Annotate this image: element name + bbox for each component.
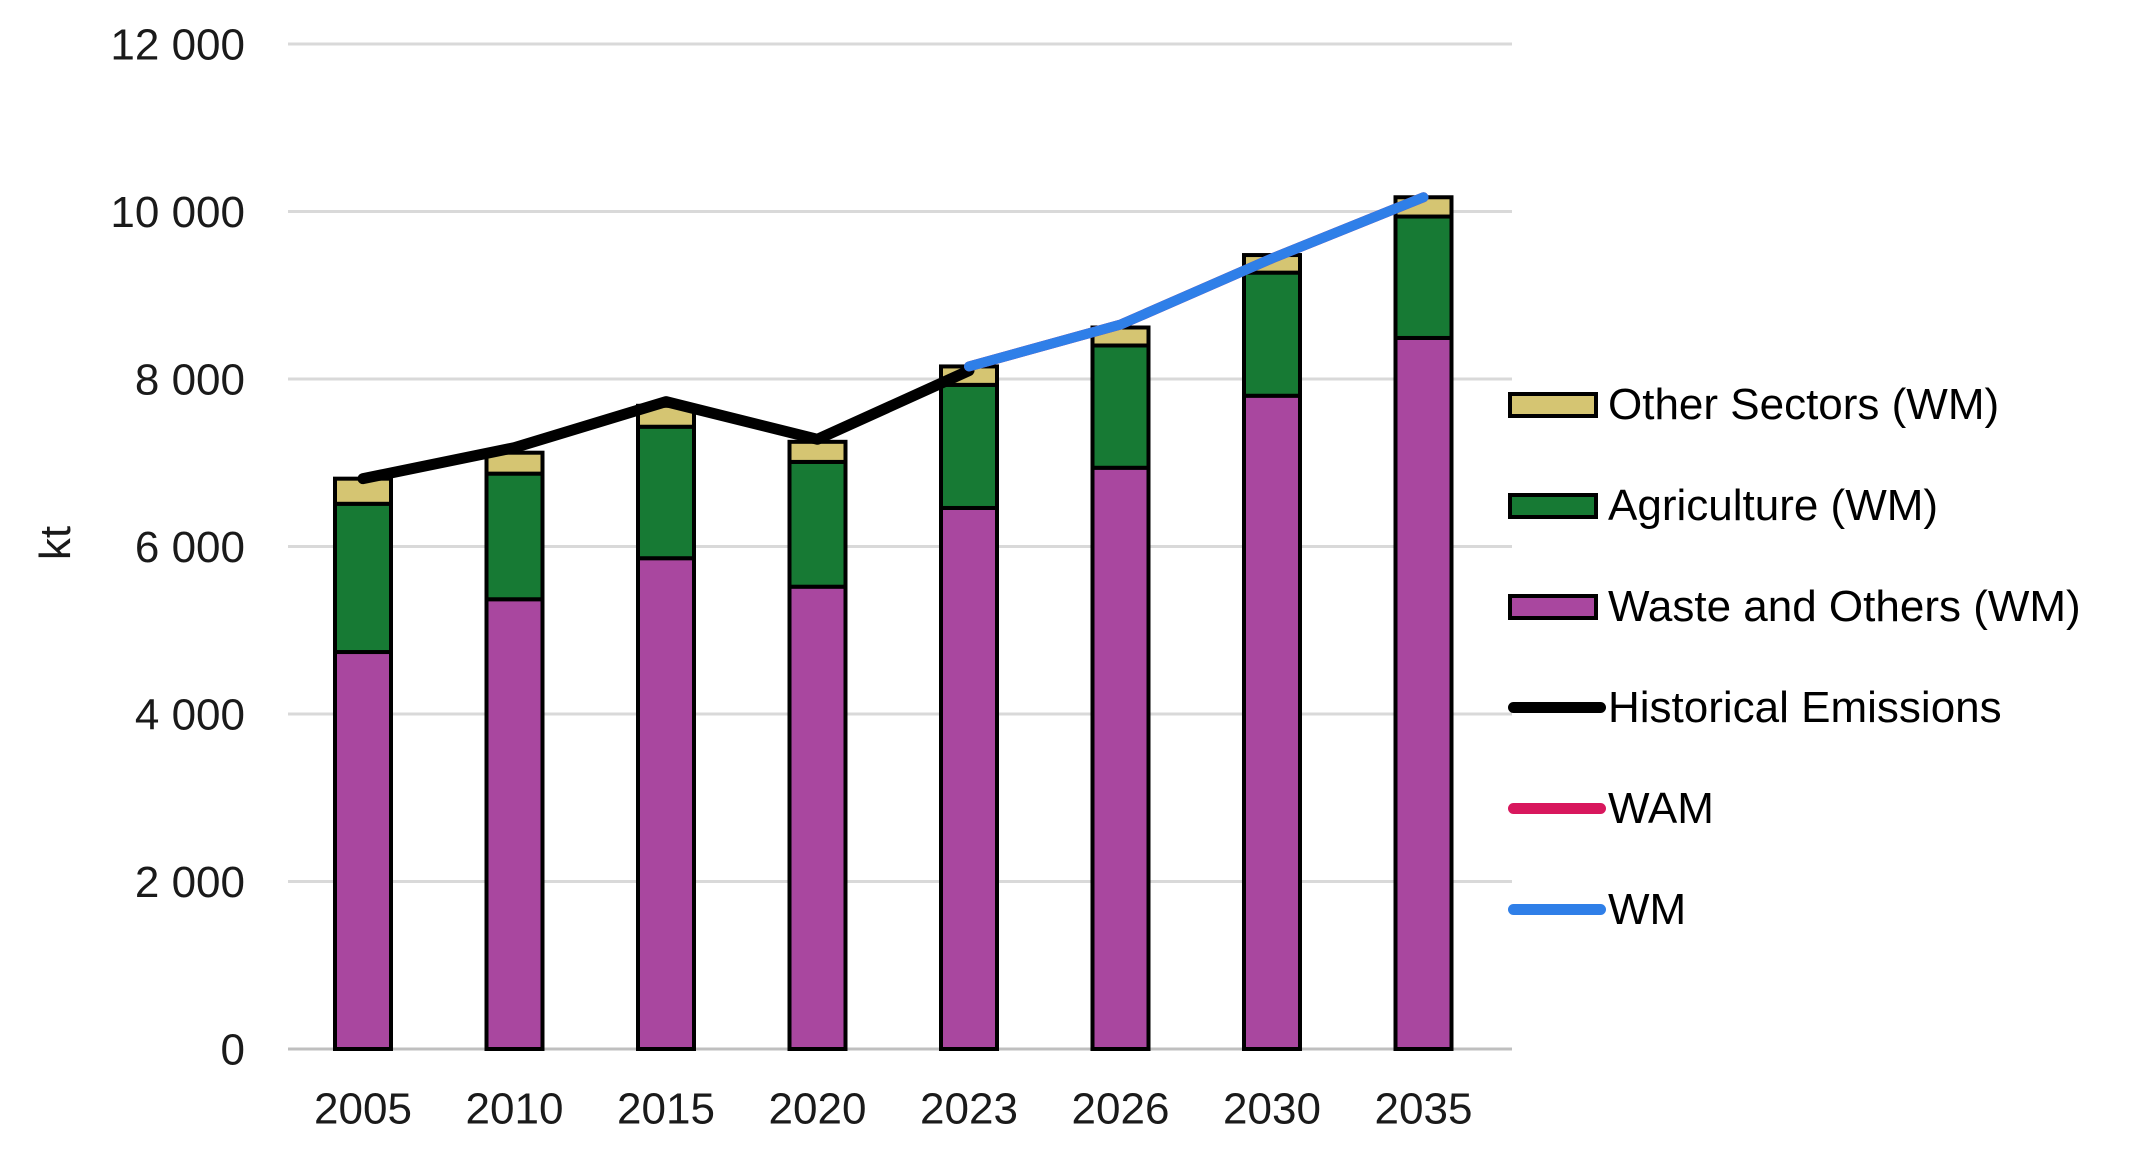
legend-label: WM xyxy=(1608,884,1687,934)
y-tick-label: 6 000 xyxy=(135,523,245,572)
y-tick-label: 4 000 xyxy=(135,690,245,739)
bar-segment xyxy=(1090,465,1151,1051)
bar-segment xyxy=(484,597,545,1051)
other-sectors-swatch-icon xyxy=(1508,391,1598,418)
bar-segment xyxy=(1242,270,1302,398)
series-line-wm xyxy=(964,192,1429,372)
legend-label: WAM xyxy=(1608,783,1714,833)
y-axis-tick-labels: 0 2 000 4 000 6 000 8 000 10 000 12 000 xyxy=(110,20,245,1074)
series-line-historical-emissions xyxy=(357,365,975,485)
bar-segment xyxy=(939,505,999,1052)
y-tick-label: 0 xyxy=(221,1025,245,1074)
bar-stack-2020 xyxy=(787,439,848,1051)
y-tick-label: 2 000 xyxy=(135,858,245,907)
bar-segment xyxy=(787,439,848,464)
legend-item-historical-emissions: Historical Emissions xyxy=(1508,657,2081,758)
bar-segment xyxy=(939,382,999,510)
y-tick-label: 10 000 xyxy=(110,188,245,237)
legend-label: Waste and Others (WM) xyxy=(1608,581,2081,631)
bar-stack-2023 xyxy=(939,364,999,1052)
legend-label: Other Sectors (WM) xyxy=(1608,379,2000,429)
x-tick-label: 2026 xyxy=(1072,1084,1170,1133)
bar-stack-2010 xyxy=(484,450,545,1051)
bar-segment xyxy=(1393,214,1454,340)
y-tick-label: 12 000 xyxy=(110,20,245,69)
bars-group xyxy=(333,195,1454,1052)
bar-segment xyxy=(787,584,848,1051)
bar-segment xyxy=(484,471,545,602)
bar-stack-2035 xyxy=(1393,195,1454,1051)
y-tick-label: 8 000 xyxy=(135,355,245,404)
x-tick-label: 2020 xyxy=(769,1084,867,1133)
bar-segment xyxy=(636,424,696,561)
legend-item-wm: WM xyxy=(1508,859,2081,960)
historical-emissions-line-icon xyxy=(1508,702,1606,713)
bar-segment xyxy=(1393,335,1454,1051)
bar-stack-2026 xyxy=(1090,325,1151,1051)
x-tick-label: 2023 xyxy=(920,1084,1018,1133)
bar-segment xyxy=(1242,393,1302,1051)
x-tick-label: 2015 xyxy=(617,1084,715,1133)
legend-item-other-sectors: Other Sectors (WM) xyxy=(1508,354,2081,455)
waste-and-others-swatch-icon xyxy=(1508,593,1598,620)
bar-segment xyxy=(787,459,848,589)
y-axis-title: kt xyxy=(31,526,80,560)
gridlines-group xyxy=(288,42,1512,1051)
x-tick-label: 2010 xyxy=(466,1084,564,1133)
lines-group xyxy=(357,192,1429,485)
bar-stack-2005 xyxy=(333,476,393,1052)
bar-segment xyxy=(333,650,393,1052)
x-tick-label: 2035 xyxy=(1375,1084,1473,1133)
legend-label: Historical Emissions xyxy=(1608,682,2002,732)
x-tick-label: 2005 xyxy=(314,1084,412,1133)
legend-label: Agriculture (WM) xyxy=(1608,480,1939,530)
wam-line-icon xyxy=(1508,803,1606,814)
legend: Other Sectors (WM) Agriculture (WM) Wast… xyxy=(1508,354,2081,960)
wm-line-icon xyxy=(1508,904,1606,915)
bar-stack-2030 xyxy=(1242,253,1302,1051)
bar-segment xyxy=(1090,343,1151,470)
bar-stack-2015 xyxy=(636,403,696,1051)
agriculture-swatch-icon xyxy=(1508,492,1598,519)
legend-item-wam: WAM xyxy=(1508,758,2081,859)
legend-item-agriculture: Agriculture (WM) xyxy=(1508,455,2081,556)
bar-segment xyxy=(333,501,393,655)
x-axis-tick-labels: 2005 2010 2015 2020 2023 2026 2030 2035 xyxy=(314,1084,1472,1133)
bar-segment xyxy=(636,556,696,1051)
legend-item-waste-and-others: Waste and Others (WM) xyxy=(1508,556,2081,657)
x-tick-label: 2030 xyxy=(1223,1084,1321,1133)
